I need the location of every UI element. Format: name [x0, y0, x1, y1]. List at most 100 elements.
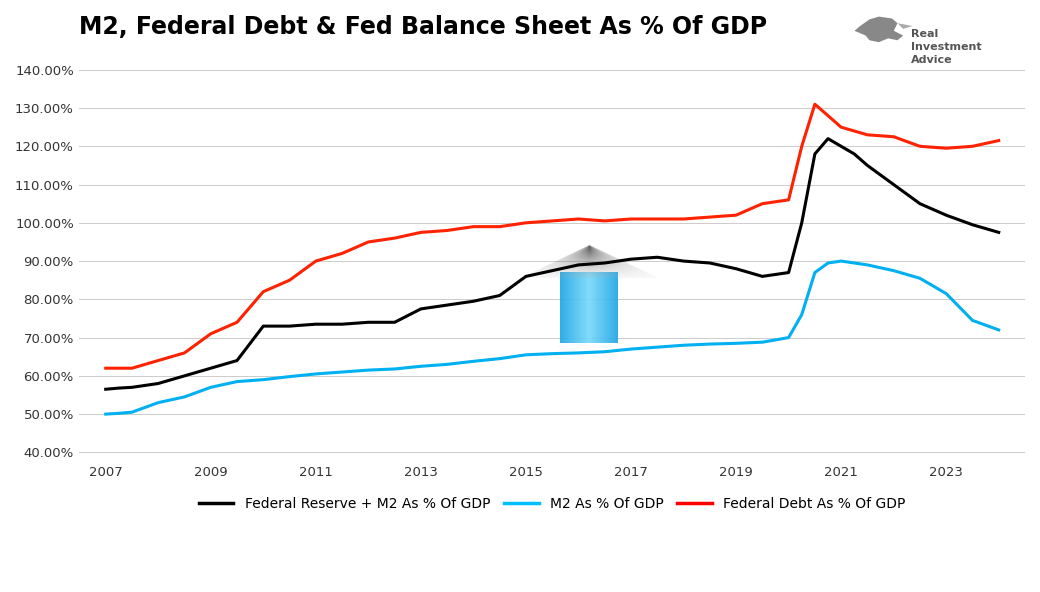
Federal Reserve + M2 As % Of GDP — [848, 150, 860, 157]
M2 As % Of GDP — [310, 371, 322, 378]
M2 As % Of GDP — [625, 346, 638, 353]
Federal Reserve + M2 As % Of GDP — [677, 258, 690, 265]
Line: M2 As % Of GDP: M2 As % Of GDP — [106, 261, 998, 414]
M2 As % Of GDP — [572, 349, 584, 356]
Federal Reserve + M2 As % Of GDP — [415, 305, 427, 313]
Federal Debt As % Of GDP — [887, 133, 900, 140]
M2 As % Of GDP — [651, 343, 664, 350]
M2 As % Of GDP — [441, 361, 453, 368]
Federal Debt As % Of GDP — [388, 234, 400, 242]
M2 As % Of GDP — [598, 348, 610, 355]
Polygon shape — [855, 17, 903, 42]
Federal Reserve + M2 As % Of GDP — [861, 162, 874, 169]
Federal Debt As % Of GDP — [257, 288, 269, 295]
Federal Debt As % Of GDP — [677, 215, 690, 223]
Text: Real: Real — [911, 29, 938, 39]
Federal Reserve + M2 As % Of GDP — [257, 323, 269, 330]
Line: Federal Debt As % Of GDP: Federal Debt As % Of GDP — [106, 104, 998, 368]
Text: Investment: Investment — [911, 42, 982, 52]
M2 As % Of GDP — [205, 384, 217, 391]
Federal Debt As % Of GDP — [415, 229, 427, 236]
M2 As % Of GDP — [546, 350, 558, 357]
Federal Reserve + M2 As % Of GDP — [231, 357, 243, 364]
M2 As % Of GDP — [822, 259, 834, 266]
Federal Reserve + M2 As % Of GDP — [992, 229, 1005, 236]
Federal Debt As % Of GDP — [178, 349, 190, 356]
M2 As % Of GDP — [257, 376, 269, 383]
Federal Debt As % Of GDP — [126, 365, 138, 372]
Federal Reserve + M2 As % Of GDP — [598, 259, 610, 266]
Federal Reserve + M2 As % Of GDP — [914, 200, 927, 207]
Federal Reserve + M2 As % Of GDP — [336, 321, 348, 328]
Federal Debt As % Of GDP — [861, 131, 874, 139]
Federal Debt As % Of GDP — [100, 365, 112, 372]
Federal Reserve + M2 As % Of GDP — [178, 372, 190, 379]
Federal Reserve + M2 As % Of GDP — [100, 385, 112, 392]
M2 As % Of GDP — [467, 358, 479, 365]
Federal Debt As % Of GDP — [940, 144, 953, 152]
Federal Reserve + M2 As % Of GDP — [520, 273, 532, 280]
M2 As % Of GDP — [809, 269, 822, 276]
Federal Debt As % Of GDP — [310, 258, 322, 265]
Federal Reserve + M2 As % Of GDP — [388, 318, 400, 326]
Federal Debt As % Of GDP — [625, 215, 638, 223]
Federal Reserve + M2 As % Of GDP — [966, 221, 979, 229]
Federal Debt As % Of GDP — [730, 211, 743, 218]
Federal Debt As % Of GDP — [152, 357, 164, 364]
Federal Reserve + M2 As % Of GDP — [651, 254, 664, 261]
Federal Reserve + M2 As % Of GDP — [887, 181, 900, 188]
Federal Debt As % Of GDP — [520, 219, 532, 226]
Federal Debt As % Of GDP — [336, 250, 348, 257]
Federal Debt As % Of GDP — [112, 365, 125, 372]
Federal Debt As % Of GDP — [231, 318, 243, 326]
Federal Reserve + M2 As % Of GDP — [546, 267, 558, 274]
M2 As % Of GDP — [704, 340, 717, 348]
Federal Reserve + M2 As % Of GDP — [126, 384, 138, 391]
Federal Debt As % Of GDP — [598, 217, 610, 224]
Federal Reserve + M2 As % Of GDP — [441, 301, 453, 308]
Federal Reserve + M2 As % Of GDP — [940, 211, 953, 218]
M2 As % Of GDP — [677, 342, 690, 349]
Federal Debt As % Of GDP — [441, 227, 453, 234]
Federal Debt As % Of GDP — [992, 137, 1005, 144]
Federal Reserve + M2 As % Of GDP — [796, 219, 808, 226]
M2 As % Of GDP — [835, 258, 848, 265]
M2 As % Of GDP — [887, 267, 900, 274]
Federal Debt As % Of GDP — [835, 124, 848, 131]
Legend: Federal Reserve + M2 As % Of GDP, M2 As % Of GDP, Federal Debt As % Of GDP: Federal Reserve + M2 As % Of GDP, M2 As … — [193, 491, 911, 516]
Federal Debt As % Of GDP — [848, 127, 860, 134]
Federal Reserve + M2 As % Of GDP — [730, 265, 743, 272]
Federal Reserve + M2 As % Of GDP — [572, 261, 584, 268]
M2 As % Of GDP — [362, 366, 374, 374]
Federal Reserve + M2 As % Of GDP — [467, 298, 479, 305]
Federal Debt As % Of GDP — [756, 200, 769, 207]
M2 As % Of GDP — [940, 290, 953, 297]
M2 As % Of GDP — [283, 373, 295, 380]
M2 As % Of GDP — [796, 311, 808, 318]
Federal Debt As % Of GDP — [822, 112, 834, 119]
Federal Reserve + M2 As % Of GDP — [152, 380, 164, 387]
Federal Reserve + M2 As % Of GDP — [782, 269, 795, 276]
Federal Debt As % Of GDP — [966, 143, 979, 150]
M2 As % Of GDP — [336, 368, 348, 375]
Federal Debt As % Of GDP — [704, 214, 717, 221]
Federal Reserve + M2 As % Of GDP — [835, 143, 848, 150]
Federal Reserve + M2 As % Of GDP — [625, 256, 638, 263]
Federal Reserve + M2 As % Of GDP — [205, 365, 217, 372]
Federal Reserve + M2 As % Of GDP — [704, 259, 717, 266]
M2 As % Of GDP — [415, 363, 427, 370]
M2 As % Of GDP — [861, 261, 874, 268]
M2 As % Of GDP — [388, 365, 400, 372]
Federal Debt As % Of GDP — [796, 143, 808, 150]
Federal Debt As % Of GDP — [546, 217, 558, 224]
Text: Advice: Advice — [911, 56, 953, 65]
Federal Debt As % Of GDP — [205, 330, 217, 337]
Federal Reserve + M2 As % Of GDP — [809, 150, 822, 157]
M2 As % Of GDP — [992, 326, 1005, 333]
Federal Debt As % Of GDP — [914, 143, 927, 150]
M2 As % Of GDP — [966, 317, 979, 324]
M2 As % Of GDP — [126, 408, 138, 416]
Federal Debt As % Of GDP — [362, 239, 374, 246]
Federal Reserve + M2 As % Of GDP — [756, 273, 769, 280]
Federal Reserve + M2 As % Of GDP — [283, 323, 295, 330]
